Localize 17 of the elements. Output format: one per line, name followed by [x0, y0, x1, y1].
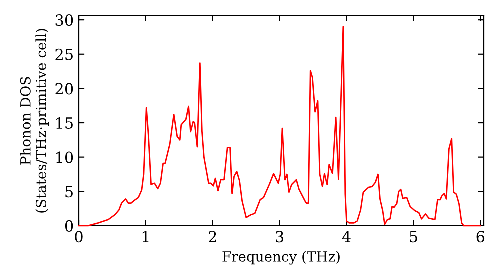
- x-tick-label: 0: [75, 231, 83, 243]
- y-tick-label: 25: [56, 48, 73, 60]
- line-series: [78, 26, 482, 227]
- x-tick-label: 4: [342, 231, 351, 242]
- y-tick-label: 15: [56, 117, 73, 130]
- x-tick-label: 1: [142, 231, 149, 242]
- x-tick-label: 3: [276, 231, 284, 243]
- y-axis-title: Phonon DOS (States/THz·primitive cell): [20, 29, 50, 213]
- y-tick-label: 10: [56, 152, 74, 164]
- y-tick-label: 30: [56, 14, 74, 26]
- y-tick-label: 5: [66, 186, 73, 198]
- y-tick-label: 0: [65, 220, 74, 232]
- x-axis-title: Frequency (THz): [222, 251, 340, 265]
- x-tick-label: 2: [209, 231, 216, 242]
- x-tick-label: 6: [476, 231, 485, 243]
- x-tick-label: 5: [410, 231, 418, 243]
- y-tick-label: 20: [56, 83, 74, 95]
